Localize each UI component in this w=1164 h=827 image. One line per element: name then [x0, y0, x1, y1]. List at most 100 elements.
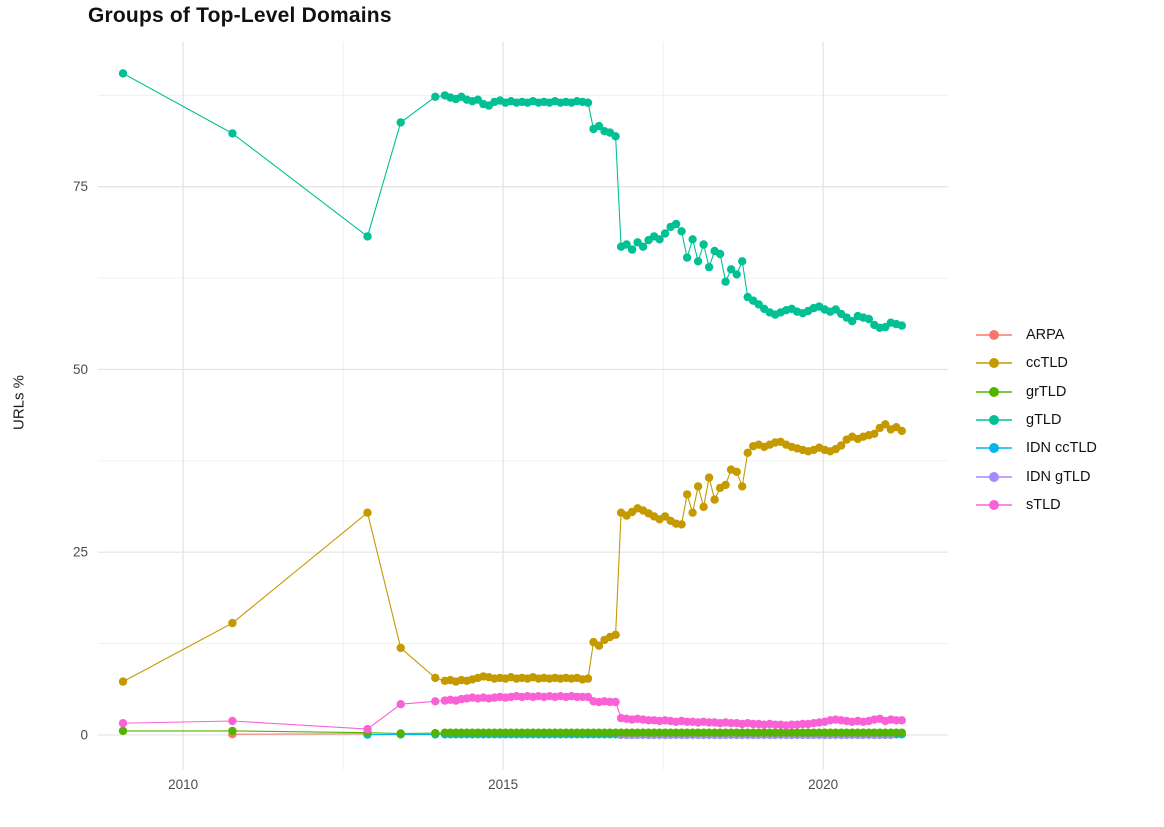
x-tick-label: 2015 [488, 777, 518, 792]
data-point [677, 227, 686, 236]
data-point [228, 129, 237, 138]
data-point [396, 700, 405, 709]
data-point [738, 482, 747, 491]
data-point [594, 121, 604, 131]
legend-item-idn-gtld: IDN gTLD [976, 462, 1097, 490]
data-point [611, 630, 620, 639]
data-point [638, 242, 648, 251]
legend-label: ARPA [1026, 327, 1065, 344]
data-point [699, 240, 708, 249]
data-point [897, 728, 906, 737]
data-point [363, 724, 372, 734]
legend-dot-icon [989, 386, 999, 397]
y-tick-label: 25 [73, 545, 88, 560]
legend-label: gTLD [1026, 412, 1062, 429]
data-point [682, 490, 692, 499]
data-point [726, 265, 736, 274]
series-line [122, 423, 903, 683]
legend-key-icon [976, 414, 1012, 426]
legend-item-cctld: ccTLD [976, 349, 1097, 377]
chart-title: Groups of Top-Level Domains [88, 4, 392, 27]
data-point [688, 508, 697, 517]
legend-label: IDN gTLD [1026, 468, 1091, 485]
data-point [715, 249, 725, 259]
data-point [693, 482, 703, 491]
series-stld [118, 692, 906, 734]
legend-key-icon [976, 499, 1012, 511]
data-point [611, 132, 620, 141]
data-point [897, 321, 906, 330]
data-point [688, 235, 697, 244]
data-point [431, 92, 440, 102]
data-point [897, 716, 906, 725]
data-point [583, 674, 593, 683]
legend-item-gtld: gTLD [976, 406, 1097, 434]
data-point [431, 728, 440, 738]
legend-dot-icon [989, 330, 999, 341]
x-tick-label: 2020 [808, 777, 838, 792]
legend-dot-icon [989, 499, 999, 510]
legend-item-arpa: ARPA [976, 321, 1097, 349]
data-point [611, 697, 620, 707]
data-point [721, 277, 730, 286]
legend-key-icon [976, 357, 1012, 369]
data-point [396, 729, 405, 738]
data-point [837, 441, 846, 450]
data-point [660, 229, 670, 238]
series-gtld [118, 69, 906, 332]
data-point [704, 473, 714, 482]
legend-dot-icon [989, 415, 999, 426]
data-point [396, 118, 405, 127]
legend-key-icon [976, 442, 1012, 454]
legend-item-idn-cctld: IDN ccTLD [976, 434, 1097, 462]
data-point [627, 245, 637, 254]
legend-dot-icon [989, 443, 999, 454]
y-tick-label: 75 [73, 179, 88, 194]
x-tick-label: 2010 [168, 777, 198, 792]
data-point [594, 641, 604, 650]
legend-label: sTLD [1026, 496, 1061, 513]
data-point [693, 257, 703, 266]
data-point [118, 677, 128, 686]
data-point [738, 257, 747, 266]
legend-label: ccTLD [1026, 355, 1068, 372]
data-point [704, 262, 714, 272]
legend-key-icon [976, 386, 1012, 398]
legend-key-icon [976, 329, 1012, 341]
data-point [848, 317, 857, 326]
data-point [228, 618, 237, 628]
data-point [228, 726, 237, 736]
series-grtld [118, 726, 906, 738]
data-point [118, 719, 128, 728]
legend-label: IDN ccTLD [1026, 440, 1097, 457]
data-point [864, 314, 873, 324]
data-point [622, 240, 631, 249]
legend-label: grTLD [1026, 383, 1067, 400]
data-point [118, 726, 128, 736]
legend: ARPA ccTLD grTLD gTLD IDN ccTLD IDN gTLD sTLD [976, 321, 1097, 519]
y-tick-label: 0 [80, 727, 88, 742]
data-point [228, 716, 237, 726]
series-cctld [118, 420, 906, 686]
data-point [118, 69, 128, 78]
data-point [671, 219, 681, 229]
data-point [396, 643, 405, 653]
data-point [682, 253, 692, 262]
data-point [431, 697, 440, 706]
data-point [677, 520, 686, 529]
legend-key-icon [976, 471, 1012, 483]
data-point [363, 232, 372, 241]
legend-dot-icon [989, 471, 999, 482]
data-point [699, 502, 708, 512]
data-point [431, 673, 440, 683]
series-line [122, 72, 902, 329]
data-point [732, 270, 741, 279]
data-point [743, 448, 752, 457]
data-point [732, 467, 741, 476]
y-tick-label: 50 [73, 362, 88, 377]
data-point [881, 420, 890, 429]
data-point [870, 429, 879, 438]
data-point [721, 480, 730, 490]
legend-dot-icon [989, 358, 999, 369]
